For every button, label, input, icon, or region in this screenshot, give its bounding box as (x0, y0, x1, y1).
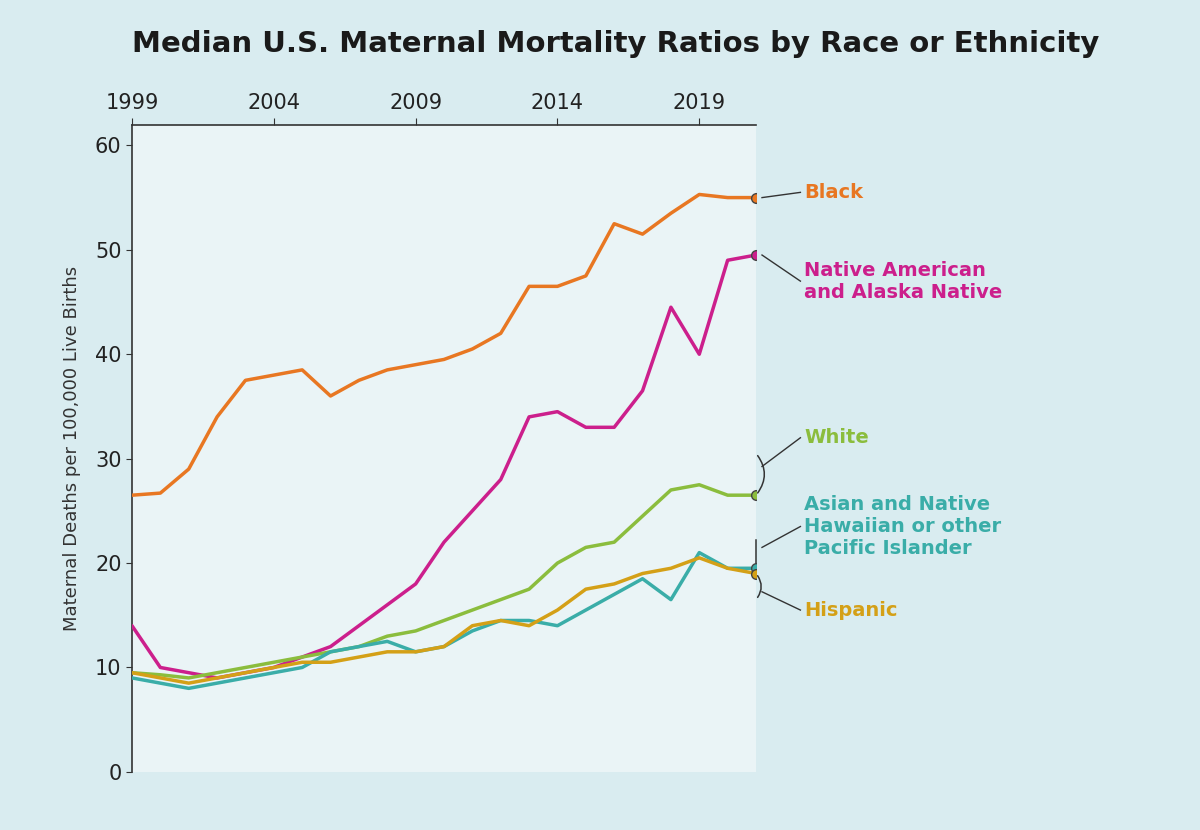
Y-axis label: Maternal Deaths per 100,000 Live Births: Maternal Deaths per 100,000 Live Births (64, 266, 82, 631)
Text: White: White (804, 428, 869, 447)
Text: Black: Black (804, 183, 863, 202)
Text: Native American
and Alaska Native: Native American and Alaska Native (804, 261, 1002, 301)
Text: Median U.S. Maternal Mortality Ratios by Race or Ethnicity: Median U.S. Maternal Mortality Ratios by… (132, 30, 1099, 58)
Text: Asian and Native
Hawaiian or other
Pacific Islander: Asian and Native Hawaiian or other Pacif… (804, 495, 1001, 558)
Text: Hispanic: Hispanic (804, 601, 898, 619)
